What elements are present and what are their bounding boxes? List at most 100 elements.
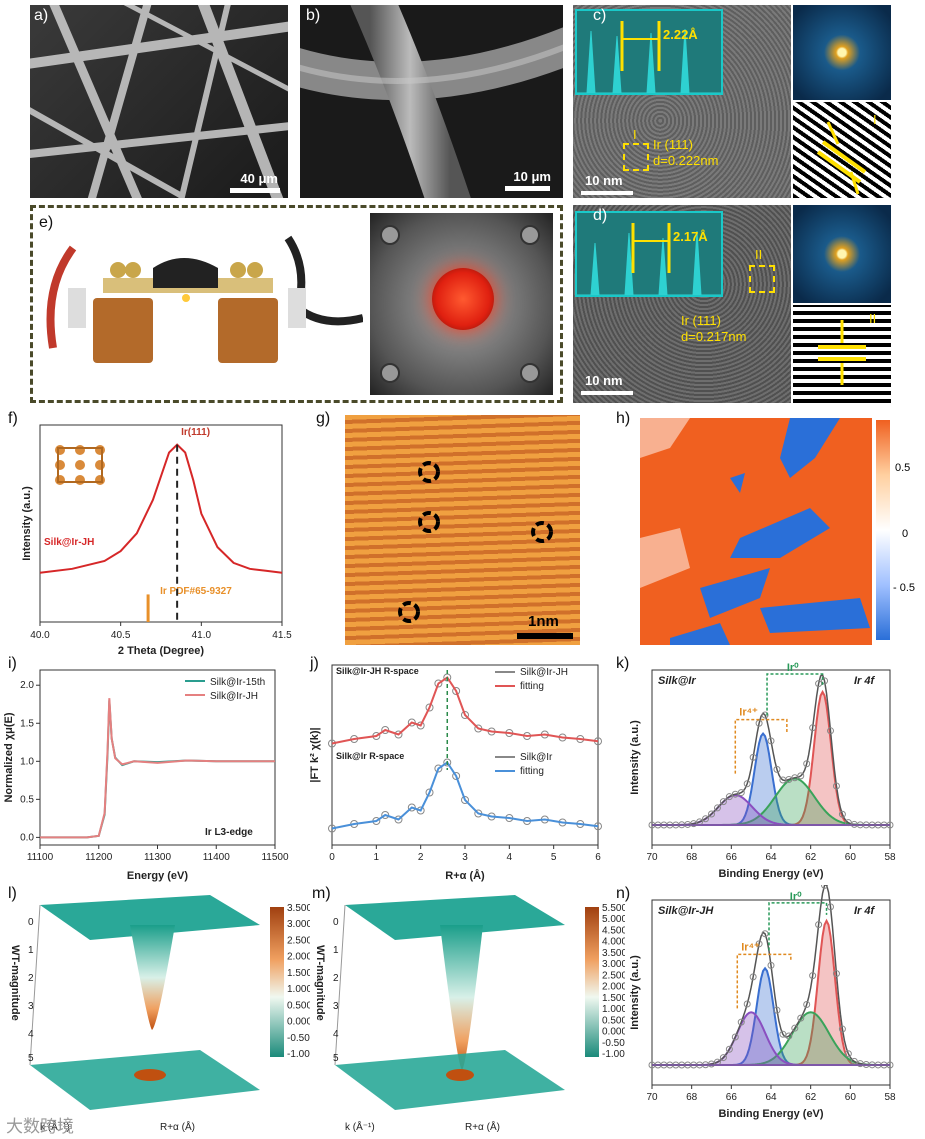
xps-point xyxy=(737,789,745,797)
colorbar-tick: -1.000 xyxy=(602,1049,625,1060)
scale-text-d: 10 nm xyxy=(585,373,623,388)
xps-point xyxy=(725,1045,733,1053)
panel-label-k: k) xyxy=(616,655,630,672)
xtick-k: 68 xyxy=(686,852,698,863)
xps-point xyxy=(838,1025,846,1033)
ylabel-i: Normalized χμ(E) xyxy=(3,712,15,802)
panel-c: 2.22Å c) I Ir (111) d=0.222nm 10 nm xyxy=(573,5,791,198)
dislocation-2 xyxy=(418,511,440,533)
region-box-d xyxy=(749,265,775,293)
exafs-point xyxy=(434,679,443,688)
exafs-point xyxy=(407,803,416,812)
xtick-n: 68 xyxy=(686,1092,698,1103)
panel-label-h: h) xyxy=(616,410,631,427)
spacing-c: 2.22Å xyxy=(663,27,698,42)
title-n: Silk@Ir-JH xyxy=(658,905,714,917)
panel-label-f: f) xyxy=(8,410,18,427)
colorbar-tick: 1.000 xyxy=(602,1004,625,1015)
svg-text:0: 0 xyxy=(28,917,34,928)
dspacing-d: d=0.217nm xyxy=(681,329,747,344)
xps-point xyxy=(785,1032,793,1040)
xtick-j: 6 xyxy=(595,852,601,863)
exafs-point xyxy=(416,721,425,730)
screw-2 xyxy=(520,225,540,245)
xps-point xyxy=(737,1018,745,1026)
xps-point xyxy=(725,793,733,801)
panel-h xyxy=(640,418,872,645)
xanes-line-1 xyxy=(40,698,275,839)
label-ir4-n: Ir⁴⁺ xyxy=(741,941,760,953)
xps-point xyxy=(827,903,834,911)
xps-point xyxy=(821,885,829,889)
xtick-k: 60 xyxy=(845,852,857,863)
colorbar-l xyxy=(270,907,284,1057)
xps-point xyxy=(767,737,775,745)
joule-heating-device xyxy=(46,235,363,363)
xlabel-k: Binding Energy (eV) xyxy=(718,868,823,880)
panel-label-j: j) xyxy=(310,655,319,672)
xps-point xyxy=(809,972,817,980)
scale-text-a: 40 μm xyxy=(240,171,278,186)
marker-d-fft: II xyxy=(869,311,877,326)
panel-a: a) 40 μm xyxy=(30,5,288,198)
panel-e: e) xyxy=(30,205,563,403)
svg-text:1: 1 xyxy=(28,945,34,956)
xtick-i: 11200 xyxy=(85,852,113,863)
panel-d: 2.17Å d) II Ir (111) d=0.217nm 10 nm xyxy=(573,205,791,403)
xtick-n: 60 xyxy=(845,1092,857,1103)
plane-d: Ir (111) xyxy=(681,313,721,328)
ref-label-f: Ir PDF#65-9327 xyxy=(160,586,232,597)
colorbar-tick: 4.500 xyxy=(602,925,625,936)
dspacing-c: d=0.222nm xyxy=(653,153,719,168)
scale-text-c: 10 nm xyxy=(585,173,623,188)
svg-text:3: 3 xyxy=(28,1001,34,1012)
scale-bar-d xyxy=(581,391,633,395)
svg-text:0: 0 xyxy=(333,917,339,928)
zlabel-l: WT-magnitude xyxy=(9,945,21,1021)
xps-point xyxy=(815,921,823,929)
xtick-j: 4 xyxy=(507,852,513,863)
panel-label-c: c) xyxy=(593,7,607,24)
xanes-line-0 xyxy=(40,700,275,839)
xtick-k: 64 xyxy=(765,852,777,863)
colorbar-m xyxy=(585,907,599,1057)
xtick-f: 40.5 xyxy=(111,630,131,641)
xps-point xyxy=(797,1014,805,1022)
xlabel-f: 2 Theta (Degree) xyxy=(118,645,205,657)
svg-text:3: 3 xyxy=(333,1001,339,1012)
label-ir4-k: Ir⁴⁺ xyxy=(739,707,758,719)
colorbar-tick: 0.000 xyxy=(602,1027,625,1038)
xps-point xyxy=(713,804,721,812)
panel-label-g: g) xyxy=(316,410,331,427)
colorbar-tick: 2.000 xyxy=(602,982,625,993)
exafs-point xyxy=(461,796,469,804)
svg-text:5: 5 xyxy=(333,1053,339,1064)
xps-point xyxy=(832,782,840,790)
chart-m: 0 1 2 3 4 5 WT-magnitude R+α (Å) k (Å⁻¹) 5.50… xyxy=(314,895,625,1133)
xtick-k: 62 xyxy=(805,852,817,863)
xps-point xyxy=(755,940,763,948)
colorbar-tick: 3.000 xyxy=(602,959,625,970)
xtick-i: 11300 xyxy=(144,852,172,863)
colorbar-tick: -1.000 xyxy=(287,1049,310,1060)
label-ir0-n: Ir⁰ xyxy=(790,891,802,903)
exafs-point xyxy=(381,726,390,734)
chart-l: 0 1 2 3 4 5 WT-magnitude R+α (Å) k (Å⁻¹) 3.50… xyxy=(9,895,310,1133)
wt-well-m xyxy=(440,925,483,1070)
panel-label-b: b) xyxy=(306,7,321,24)
colorbar-tick: 1.500 xyxy=(602,993,625,1004)
zlabel-m: WT-magnitude xyxy=(314,945,326,1021)
exafs-point xyxy=(452,772,461,780)
ylabel-f: Intensity (a.u.) xyxy=(21,486,33,561)
subtitle-k: Ir 4f xyxy=(854,675,876,687)
panel-label-n: n) xyxy=(616,885,631,902)
panel-b: b) 10 μm xyxy=(300,5,563,198)
xlabel-n: Binding Energy (eV) xyxy=(718,1108,823,1120)
xlabel-j: R+α (Å) xyxy=(445,869,485,882)
sem-fibers-a xyxy=(30,5,288,198)
legend-i: Silk@Ir-JH xyxy=(210,691,258,702)
scale-bar-a xyxy=(230,188,280,193)
